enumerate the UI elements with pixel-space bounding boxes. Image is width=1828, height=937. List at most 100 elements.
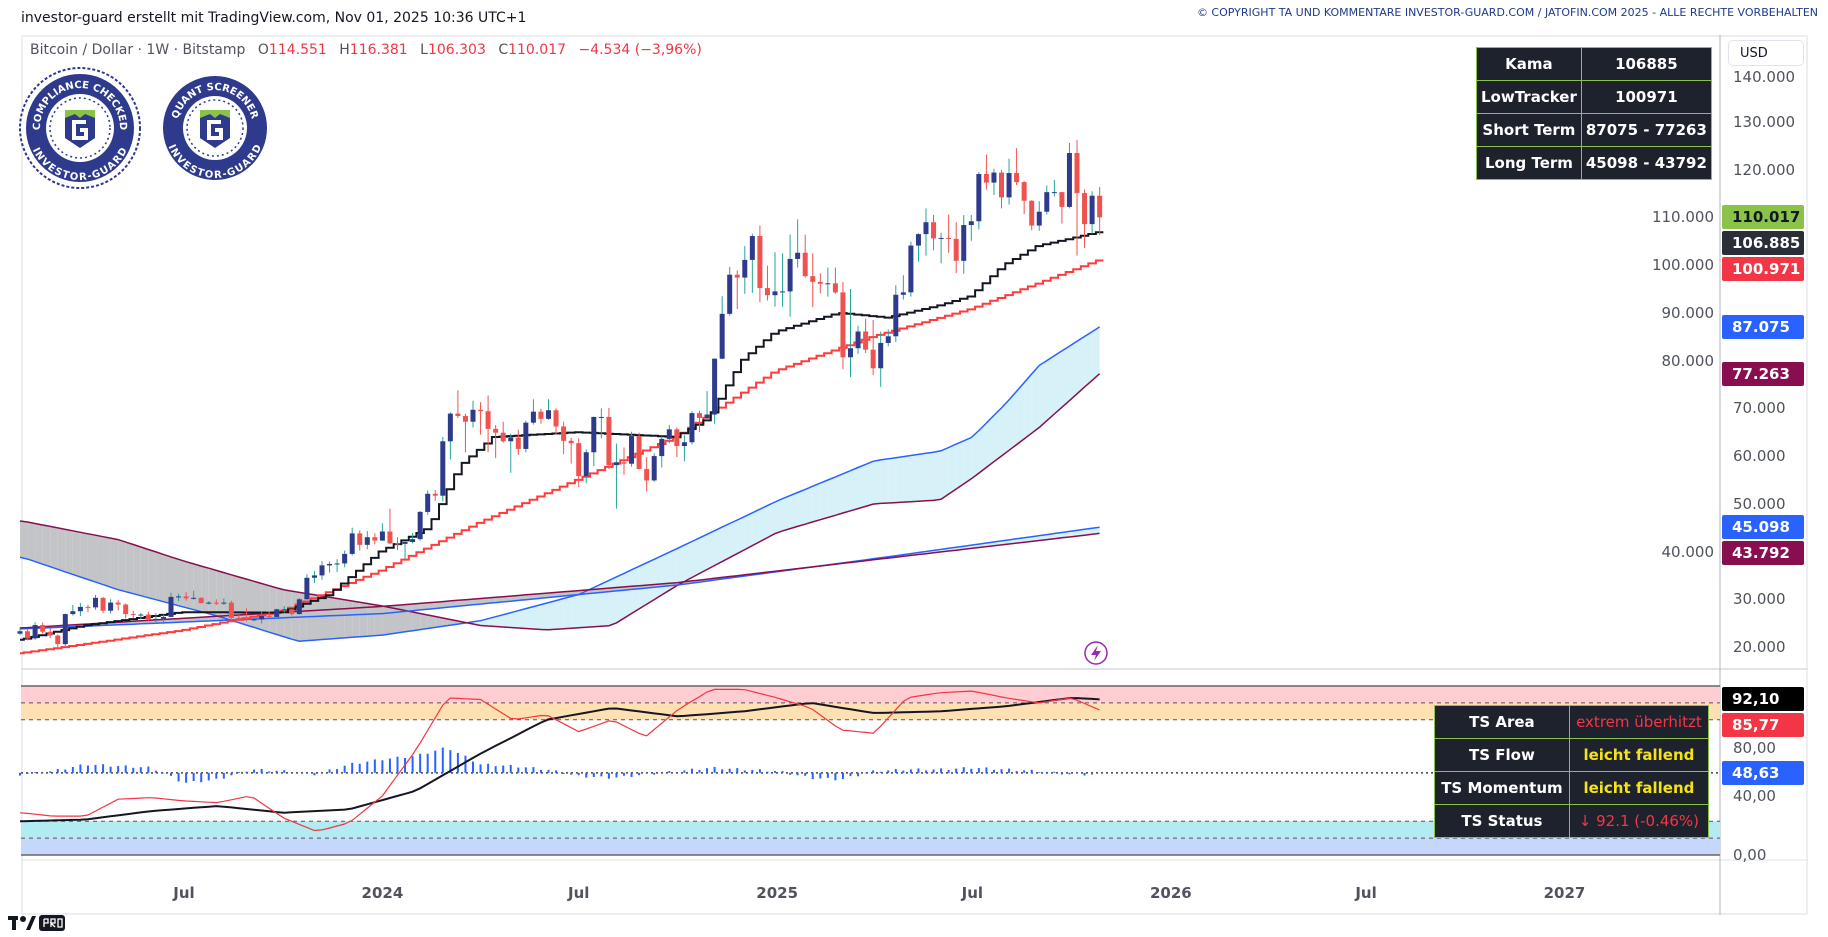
table-row: LowTracker 100971 [1476,80,1712,114]
band-fill [888,457,896,503]
candle [1006,158,1012,205]
candle-body [221,602,227,604]
band-fill [148,549,156,600]
candle-body [938,237,944,239]
candle [900,275,906,300]
high-label: H [339,42,350,58]
candle [802,234,808,278]
candle [1059,192,1065,224]
currency-button[interactable]: USD [1728,40,1804,66]
band-fill [699,534,708,574]
price-label: 77.263 [1722,361,1804,386]
candle [319,561,325,580]
tradingview-logo[interactable] [8,913,88,933]
oscillator-axis-tick: 80,00 [1733,739,1776,758]
candle [55,634,61,649]
candle-body [281,609,287,611]
candle [697,410,702,432]
candle-body [734,274,740,278]
band-fill [435,601,443,609]
band-fill [865,461,874,507]
candle-body [1059,192,1065,207]
candle [1089,191,1095,234]
band-fill [405,603,413,612]
candle [70,604,76,616]
band-fill [95,535,104,585]
candle [742,246,748,294]
candle [213,599,219,605]
candle [817,273,823,294]
candle-body [780,291,786,293]
candle [62,613,68,647]
band-fill [133,544,141,596]
band-fill [993,407,1002,462]
candle-body [493,428,499,433]
band-fill [510,610,519,628]
table-row: Long Term 45098 - 43792 [1476,146,1712,180]
candle [1044,185,1050,215]
oscillator-value-label: 85,77 [1722,713,1804,738]
price-label: 110.017 [1722,205,1804,230]
candle [515,429,521,456]
candle [727,267,733,316]
candle-body [327,563,333,566]
band-fill [1061,346,1070,408]
candle [530,399,536,425]
band-fill [457,599,466,607]
price-axis-tick: 140.000 [1733,68,1796,86]
band-fill [488,616,496,627]
candle-body [236,617,242,619]
candle-body [304,577,310,600]
lightning-icon[interactable] [1084,641,1108,665]
price-axis-tick: 40.000 [1661,542,1715,561]
candle-body [712,358,718,415]
table-row: TS Area extrem überhitzt [1434,705,1710,739]
candle [651,453,657,482]
band-fill [50,526,58,570]
candle-body [546,410,551,419]
band-fill [427,602,436,610]
candle-body [342,553,348,564]
long-term-slow-line [19,532,1100,629]
candle [191,590,197,600]
candle-body [160,616,166,619]
candle-body [697,413,702,418]
band-fill [405,610,413,632]
kama-line [20,231,1104,641]
candle-body [727,274,733,314]
band-fill [812,483,821,522]
candle-body [991,172,997,183]
candle-body [206,602,212,604]
candle [440,436,446,502]
candle-body [77,606,83,612]
band-fill [435,616,443,628]
band-fill [72,530,81,577]
time-axis-tick: 2027 [1543,884,1586,902]
band-fill [676,545,685,586]
candle-body [764,288,770,296]
band-fill [593,583,602,627]
candle [425,490,431,515]
candle-body [266,615,272,617]
band-fill [1009,391,1017,451]
band-fill [744,512,753,550]
symbol-name[interactable]: Bitcoin / Dollar · 1W · Bitstamp [30,42,246,58]
band-fill [473,598,481,605]
band-fill [578,590,587,628]
oscillator-value-label: 92,10 [1722,687,1804,712]
time-axis-tick: 2026 [1149,884,1192,902]
candle [244,608,249,622]
candle [85,604,91,613]
band-fill [684,541,692,582]
candle [991,168,997,195]
candle [304,574,310,600]
short-term-slow-line [19,373,1101,631]
ts-status-table: TS Area extrem überhitzt TS Flow leicht fa… [1434,705,1710,838]
candle-body [598,416,604,418]
candle [93,594,98,610]
candle-body [968,221,974,226]
candle-body [613,462,619,466]
candle [780,253,786,308]
price-axis-tick: 80.000 [1661,351,1715,370]
